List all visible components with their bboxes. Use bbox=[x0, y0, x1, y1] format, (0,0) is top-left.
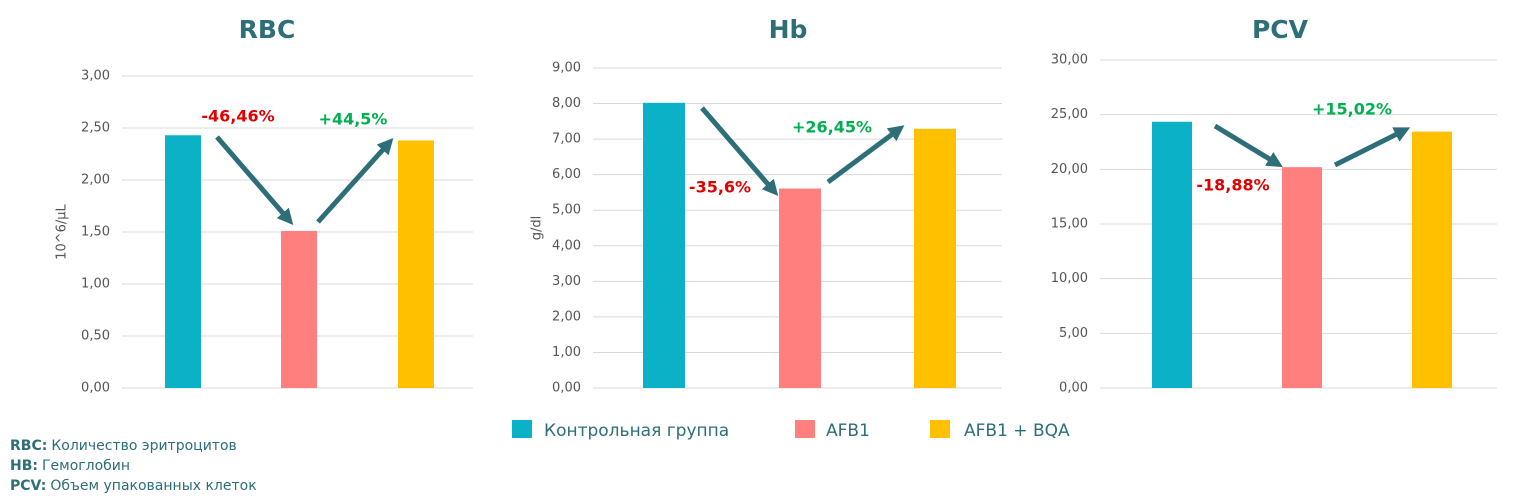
y-tick-label: 15,00 bbox=[1051, 217, 1088, 232]
bar bbox=[1412, 131, 1452, 388]
bar bbox=[1282, 167, 1322, 388]
y-tick-label: 0,00 bbox=[81, 381, 110, 396]
legend-label: AFB1 + BQA bbox=[964, 421, 1070, 441]
chart-title: RBC bbox=[239, 15, 296, 44]
arrow bbox=[215, 135, 294, 226]
y-tick-label: 2,50 bbox=[81, 121, 110, 136]
annotation: +44,5% bbox=[319, 110, 388, 129]
y-axis-label: 10^6/µL bbox=[55, 203, 70, 259]
footnote-text: Количество эритроцитов bbox=[51, 438, 237, 454]
arrow bbox=[700, 106, 779, 197]
bar bbox=[914, 128, 956, 389]
footnotes: RBC: Количество эритроцитов HB: Гемоглобин P… bbox=[10, 436, 257, 496]
bar bbox=[779, 188, 821, 388]
y-tick-label: 4,00 bbox=[552, 238, 581, 253]
chart-title: Hb bbox=[769, 15, 808, 44]
legend-swatch bbox=[930, 420, 950, 438]
annotation: -46,46% bbox=[201, 107, 274, 126]
annotation: +26,45% bbox=[792, 118, 872, 137]
footnote-term: HB: bbox=[10, 458, 38, 474]
footnote-text: Объем упакованных клеток bbox=[50, 478, 257, 494]
footnote-term: PCV: bbox=[10, 478, 47, 494]
y-tick-label: 1,50 bbox=[81, 225, 110, 240]
legend-swatch bbox=[512, 420, 532, 438]
y-tick-label: 8,00 bbox=[552, 96, 581, 111]
y-tick-label: 5,00 bbox=[1059, 326, 1088, 341]
y-tick-label: 0,00 bbox=[1059, 381, 1088, 396]
bar bbox=[643, 102, 685, 388]
y-tick-label: 6,00 bbox=[552, 167, 581, 182]
chart-title: PCV bbox=[1252, 15, 1309, 44]
bar bbox=[1152, 121, 1192, 389]
y-tick-label: 5,00 bbox=[552, 203, 581, 218]
legend-label: AFB1 bbox=[826, 421, 870, 441]
annotation: -18,88% bbox=[1196, 176, 1269, 195]
y-axis-label: g/dl bbox=[530, 216, 545, 241]
y-tick-label: 10,00 bbox=[1051, 271, 1088, 286]
legend-swatch bbox=[795, 420, 815, 438]
bar bbox=[165, 135, 201, 388]
y-tick-label: 9,00 bbox=[552, 61, 581, 76]
annotation: +15,02% bbox=[1312, 100, 1392, 119]
footnote-term: RBC: bbox=[10, 438, 48, 454]
y-tick-label: 25,00 bbox=[1051, 107, 1088, 122]
footnote-text: Гемоглобин bbox=[42, 458, 131, 474]
arrow bbox=[1213, 123, 1283, 168]
legend-label: Контрольная группа bbox=[544, 421, 729, 441]
footnote: PCV: Объем упакованных клеток bbox=[10, 476, 257, 496]
arrow bbox=[316, 138, 394, 224]
annotation: -35,6% bbox=[689, 178, 751, 197]
y-tick-label: 20,00 bbox=[1051, 162, 1088, 177]
y-tick-label: 1,00 bbox=[81, 277, 110, 292]
y-tick-label: 2,00 bbox=[552, 309, 581, 324]
y-tick-label: 3,00 bbox=[552, 274, 581, 289]
arrow bbox=[826, 125, 905, 185]
y-tick-label: 0,00 bbox=[552, 381, 581, 396]
y-tick-label: 2,00 bbox=[81, 173, 110, 188]
y-tick-label: 7,00 bbox=[552, 132, 581, 147]
y-tick-label: 3,00 bbox=[81, 69, 110, 84]
bar bbox=[398, 140, 434, 388]
footnote: HB: Гемоглобин bbox=[10, 456, 257, 476]
bar bbox=[281, 230, 317, 388]
y-tick-label: 0,50 bbox=[81, 329, 110, 344]
arrow bbox=[1333, 127, 1411, 168]
footnote: RBC: Количество эритроцитов bbox=[10, 436, 257, 456]
y-tick-label: 1,00 bbox=[552, 345, 581, 360]
y-tick-label: 30,00 bbox=[1051, 53, 1088, 68]
